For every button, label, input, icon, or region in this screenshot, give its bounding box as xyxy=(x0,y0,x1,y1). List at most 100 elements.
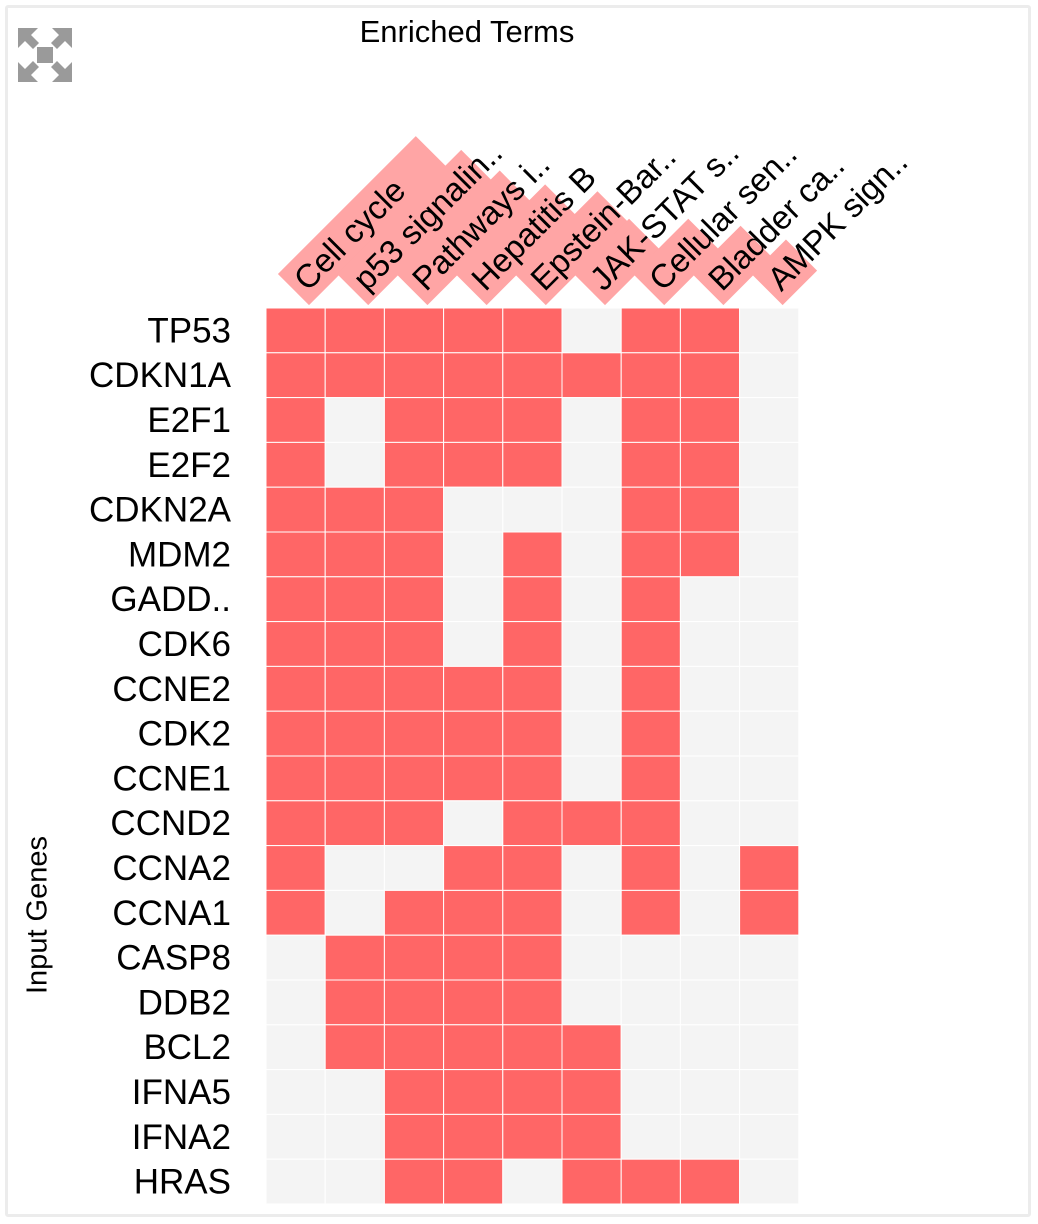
heatmap-cell xyxy=(383,889,445,936)
column-label-highlight xyxy=(396,170,531,306)
heatmap-cell xyxy=(502,1158,563,1205)
heatmap-cell xyxy=(502,1113,563,1160)
row-label: CDKN1A xyxy=(89,356,232,395)
heatmap-cell xyxy=(443,1069,504,1115)
heatmap-cell xyxy=(324,845,385,891)
heatmap-cell xyxy=(561,845,622,891)
heatmap-cell xyxy=(561,352,622,399)
column-label-highlight xyxy=(455,184,577,306)
heatmap-cell xyxy=(561,1069,622,1115)
heatmap-cell xyxy=(383,531,445,578)
heatmap-cell xyxy=(502,755,563,802)
heatmap-cell xyxy=(324,1113,385,1160)
heatmap-cell xyxy=(561,576,622,623)
heatmap-cell xyxy=(383,934,445,981)
heatmap-cell xyxy=(265,800,326,847)
heatmap-cell xyxy=(679,307,741,354)
heatmap-cell xyxy=(620,889,681,936)
heatmap-cell xyxy=(265,755,326,802)
heatmap-cell xyxy=(265,486,326,533)
heatmap-cell xyxy=(324,800,385,847)
heatmap-cell xyxy=(620,755,681,802)
heatmap-cell xyxy=(679,1069,741,1115)
heatmap-cell xyxy=(383,665,445,712)
expand-button[interactable] xyxy=(16,26,74,84)
heatmap-cell xyxy=(739,889,800,936)
heatmap-cell xyxy=(502,1069,563,1115)
heatmap-cell xyxy=(739,1113,800,1160)
heatmap-cell xyxy=(739,845,800,891)
heatmap-cell xyxy=(265,979,326,1026)
heatmap-cell xyxy=(620,486,681,533)
heatmap-cell xyxy=(739,665,800,712)
heatmap-cell xyxy=(739,934,800,981)
heatmap-cell xyxy=(679,1158,741,1205)
heatmap-cell xyxy=(443,755,504,802)
heatmap-cell xyxy=(265,845,326,891)
heatmap-cell xyxy=(620,845,681,891)
heatmap-cell xyxy=(679,1113,741,1160)
heatmap-cell xyxy=(679,531,741,578)
heatmap-cell xyxy=(561,800,622,847)
heatmap-cell xyxy=(443,576,504,623)
heatmap-cell xyxy=(324,486,385,533)
row-label: E2F2 xyxy=(147,446,231,485)
heatmap-cell xyxy=(265,889,326,936)
heatmap-cell xyxy=(561,889,622,936)
heatmap-cell xyxy=(443,800,504,847)
heatmap-cell xyxy=(620,1069,681,1115)
heatmap-cell xyxy=(739,576,800,623)
heatmap-cell xyxy=(502,531,563,578)
heatmap-cell xyxy=(443,486,504,533)
heatmap-cell xyxy=(265,621,326,667)
heatmap-cell xyxy=(383,979,445,1026)
column-label-highlight xyxy=(514,191,629,306)
heatmap-cell xyxy=(443,1024,504,1071)
heatmap-cell xyxy=(502,621,563,667)
heatmap-cell xyxy=(324,1024,385,1071)
heatmap-cell xyxy=(443,934,504,981)
heatmap-cell xyxy=(561,486,622,533)
heatmap-cell xyxy=(620,531,681,578)
row-label: BCL2 xyxy=(143,1028,231,1067)
heatmap-cell xyxy=(739,352,800,399)
heatmap-cell xyxy=(383,576,445,623)
heatmap-cell xyxy=(265,352,326,399)
heatmap-cell xyxy=(502,307,563,354)
heatmap-cell xyxy=(620,665,681,712)
heatmap-cell xyxy=(324,665,385,712)
heatmap-cell xyxy=(324,1158,385,1205)
row-label: MDM2 xyxy=(128,535,231,574)
heatmap-cell xyxy=(561,397,622,443)
heatmap-cell xyxy=(739,800,800,847)
row-label: TP53 xyxy=(147,311,231,350)
heatmap-cell xyxy=(383,1069,445,1115)
heatmap-cell xyxy=(265,397,326,443)
row-label: IFNA2 xyxy=(132,1118,231,1157)
heatmap-cell xyxy=(265,576,326,623)
heatmap-cell xyxy=(383,1024,445,1071)
heatmap-cell xyxy=(739,307,800,354)
heatmap-cell xyxy=(265,665,326,712)
row-label: GADD.. xyxy=(110,580,231,619)
heatmap-cell xyxy=(502,1024,563,1071)
heatmap-cell xyxy=(265,1158,326,1205)
heatmap-cell xyxy=(383,710,445,757)
heatmap-cell xyxy=(383,441,445,488)
heatmap-cell xyxy=(324,1069,385,1115)
column-label-highlight xyxy=(277,136,447,306)
heatmap-cell xyxy=(561,979,622,1026)
heatmap-cell xyxy=(383,1113,445,1160)
heatmap-cell xyxy=(324,576,385,623)
heatmap-cell xyxy=(502,800,563,847)
heatmap-cell xyxy=(324,531,385,578)
row-label: CCNA2 xyxy=(112,849,231,888)
heatmap-cell xyxy=(443,1113,504,1160)
heatmap-cell xyxy=(383,800,445,847)
heatmap-cell xyxy=(679,889,741,936)
heatmap-cell xyxy=(502,710,563,757)
heatmap-cell xyxy=(561,665,622,712)
heatmap-cell xyxy=(265,1113,326,1160)
heatmap-cell xyxy=(502,665,563,712)
heatmap-cell xyxy=(739,441,800,488)
